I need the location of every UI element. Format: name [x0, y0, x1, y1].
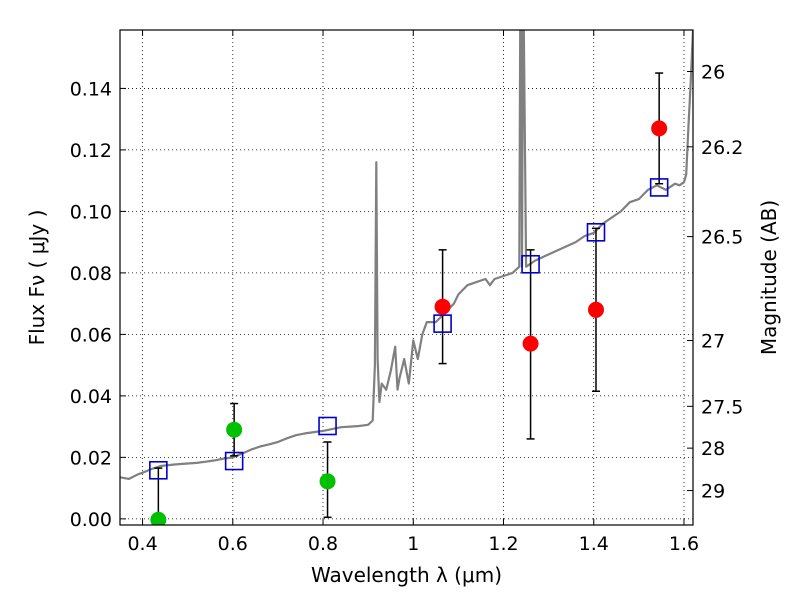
plot-content: [120, 30, 693, 525]
y2-tick-label: 28: [701, 438, 725, 460]
grid-lines: [120, 30, 693, 525]
x-tick-label: 1.2: [488, 533, 518, 555]
y-tick-label: 0.00: [70, 509, 112, 531]
y2-axis-title: Magnitude (AB): [757, 200, 781, 355]
plot-frame: [119, 29, 694, 526]
y2-tick-label: 26.5: [701, 227, 743, 249]
x-tick-label: 0.6: [218, 533, 248, 555]
y2-tick-label: 26.2: [701, 137, 743, 159]
model-photometry-point: [318, 416, 337, 436]
x-tick-label: 1: [407, 533, 419, 555]
spectrum-line: [120, 30, 693, 480]
observed-flux-point: [587, 301, 604, 318]
x-tick-label: 1.4: [579, 533, 609, 555]
y-tick-label: 0.10: [70, 201, 112, 223]
model-photometry-point: [149, 460, 168, 480]
y-tick-label: 0.04: [70, 386, 112, 408]
x-tick-label: 1.6: [669, 533, 699, 555]
y-tick-label: 0.02: [70, 447, 112, 469]
model-photometry-point: [521, 254, 540, 274]
model-photometry-point: [586, 223, 606, 242]
model-photometry-point: [224, 451, 244, 471]
observed-flux-point: [319, 473, 336, 490]
observed-flux-point: [150, 511, 167, 525]
y-tick-label: 0.06: [70, 324, 112, 346]
x-tick-label: 0.4: [127, 533, 157, 555]
model-photometry-point: [649, 178, 669, 197]
x-axis-ticks: 0.4 0.6 0.8 1 1.2 1.4 1.6: [127, 30, 699, 555]
y-axis-ticks: 0.00 0.02 0.04 0.06 0.08 0.10 0.12 0.14: [70, 78, 126, 531]
model-photometry-point: [433, 314, 452, 333]
y-tick-label: 0.12: [70, 140, 112, 162]
x-axis-title: Wavelength λ (μm): [311, 563, 502, 587]
y-tick-label: 0.14: [70, 78, 112, 100]
x-tick-label: 0.8: [308, 533, 338, 555]
y2-tick-label: 27.5: [701, 396, 743, 418]
observed-flux-point: [522, 335, 539, 352]
observed-flux-point: [651, 120, 668, 137]
y2-tick-label: 26: [701, 62, 725, 84]
y2-tick-label: 29: [701, 481, 725, 503]
y2-axis-ticks: 26 26.2 26.5 27 27.5 28 29: [687, 62, 743, 503]
y-tick-label: 0.08: [70, 263, 112, 285]
observed-flux-point: [226, 421, 243, 438]
observed-flux-point: [434, 298, 451, 315]
y-axis-title: Flux Fν ( μJy ): [25, 210, 49, 346]
y2-tick-label: 27: [701, 331, 725, 353]
